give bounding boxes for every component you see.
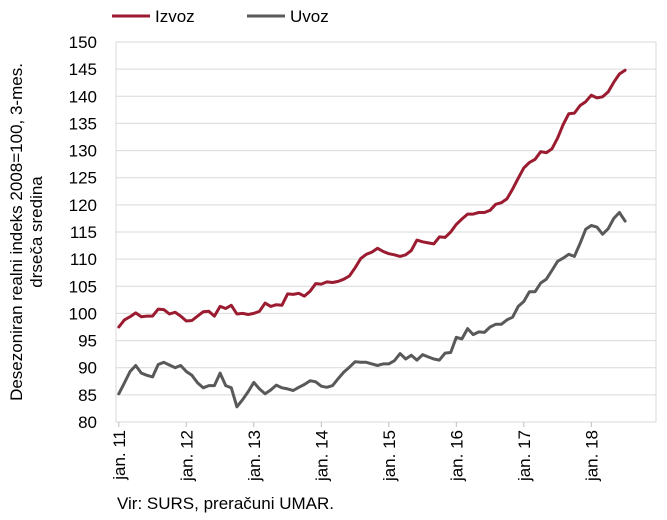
y-tick-label: 85 [78,386,97,405]
y-tick-label: 100 [69,304,97,323]
y-tick-label: 110 [70,250,97,269]
y-tick-label: 90 [78,359,97,378]
y-tick-label: 105 [69,277,97,296]
legend: Izvoz Uvoz [112,7,329,26]
x-tick-label: jan. 15 [380,430,399,482]
x-tick-label: jan. 16 [447,430,466,482]
x-tick-label: jan. 12 [177,430,196,482]
y-tick-label: 140 [69,87,97,106]
y-tick-label: 80 [78,413,97,432]
y-tick-label: 125 [69,169,97,188]
y-axis-label-line: Desezoniran realni indeks 2008=100, 3-me… [7,63,26,401]
y-tick-label: 150 [69,33,97,52]
legend-label: Uvoz [290,7,329,26]
x-tick-label: jan. 17 [515,430,534,482]
source-note: Vir: SURS, preračuni UMAR. [117,494,334,513]
x-tick-label: jan. 11 [110,430,129,481]
y-axis-ticks: 80 85 90 95 100 105 110 115 120 125 130 135 140 145 15… [69,33,97,432]
series-lines [117,68,627,409]
x-tick-label: jan. 14 [312,430,331,482]
y-tick-label: 120 [69,196,97,215]
gridlines [115,41,657,423]
x-axis-ticks: jan. 11 jan. 12 jan. 13 jan. 14 jan. 15 jan. … [110,422,601,482]
y-tick-label: 95 [78,332,97,351]
x-tick-label: jan. 13 [245,430,264,482]
y-axis-label: Desezoniran realni indeks 2008=100, 3-me… [7,63,46,401]
series-line [117,68,627,329]
series-line [117,211,627,409]
y-tick-label: 115 [70,223,97,242]
legend-label: Izvoz [155,7,195,26]
y-axis-label-line: drseča sredina [27,176,46,288]
y-tick-label: 135 [69,114,97,133]
x-tick-label: jan. 18 [582,430,601,482]
y-tick-label: 130 [69,142,97,161]
y-tick-label: 145 [69,60,97,79]
plot-frame [115,41,657,423]
